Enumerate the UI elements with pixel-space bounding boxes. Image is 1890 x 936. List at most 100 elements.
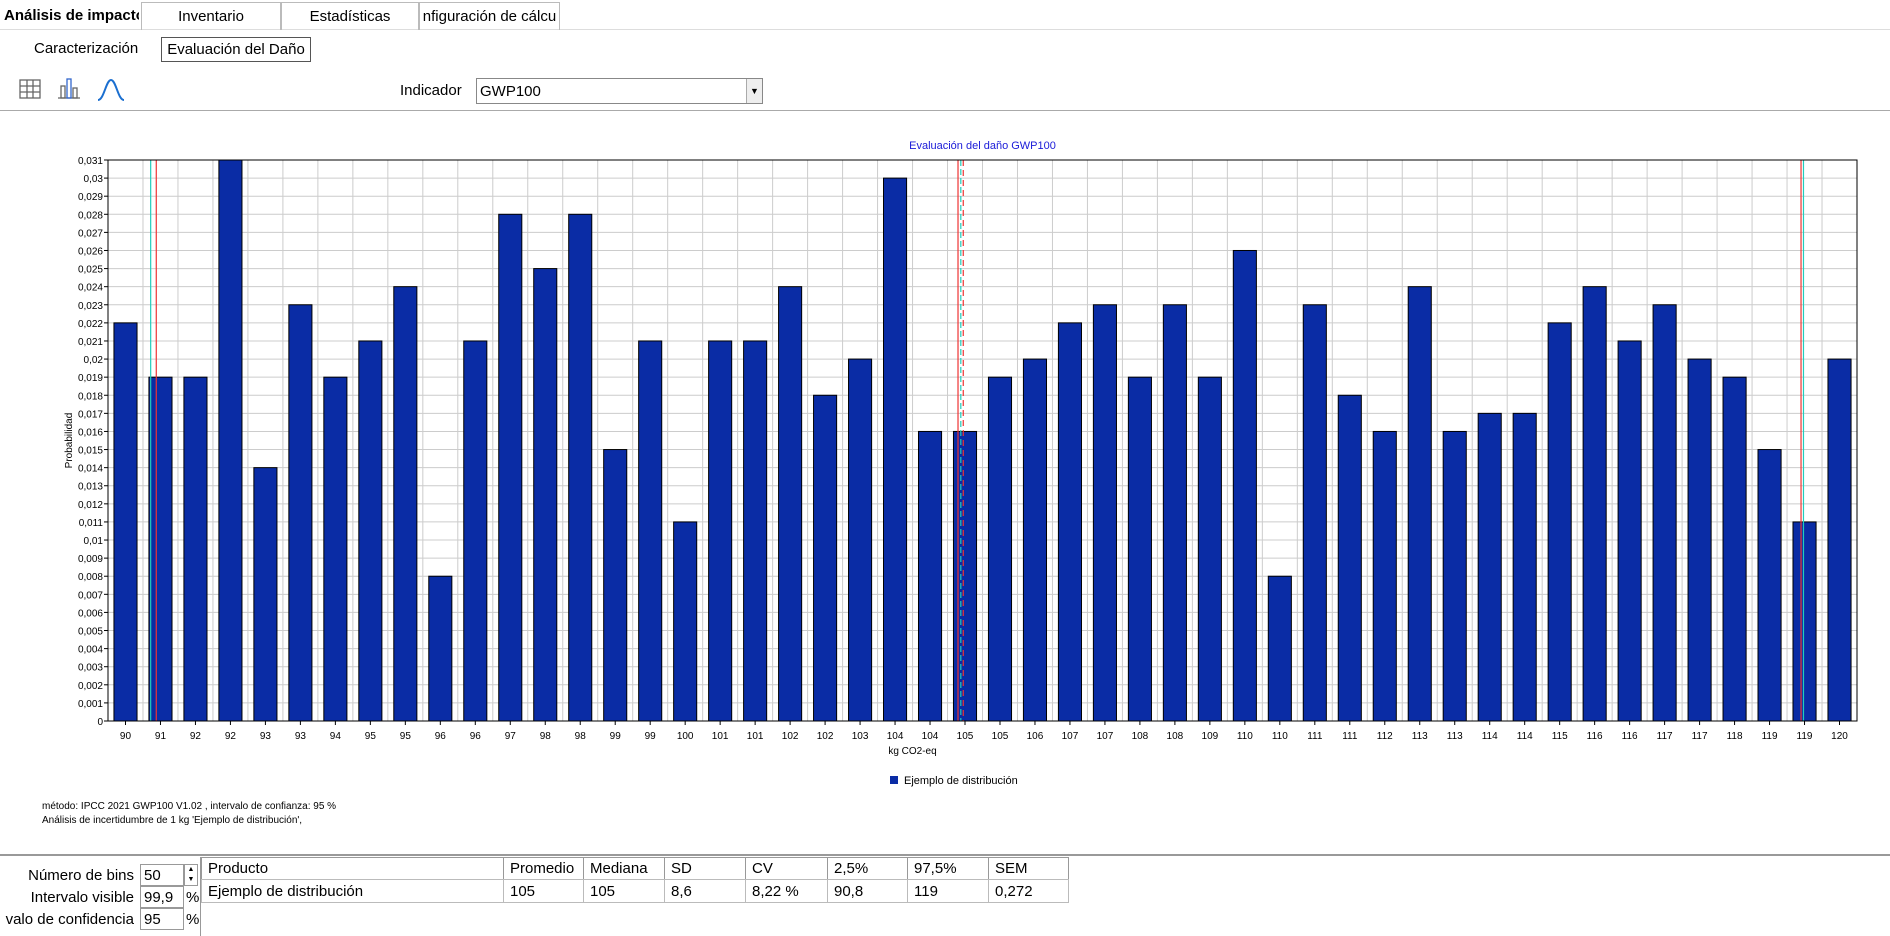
subtab[interactable]: Evaluación del Daño: [161, 37, 311, 62]
bar: [1547, 322, 1572, 722]
x-tick-label: 105: [957, 731, 974, 742]
bar: [183, 376, 208, 722]
distribution-icon[interactable]: [97, 78, 125, 101]
x-tick-label: 94: [330, 731, 342, 742]
x-tick-label: 98: [540, 731, 552, 742]
bar: [603, 449, 628, 722]
bar: [1477, 412, 1502, 722]
y-tick-label: 0,006: [78, 608, 103, 619]
x-tick-label: 107: [1097, 731, 1114, 742]
x-tick-label: 93: [295, 731, 307, 742]
table-cell: 119: [907, 879, 989, 903]
bar: [1512, 412, 1537, 722]
x-tick-label: 114: [1482, 731, 1498, 742]
x-tick-label: 92: [190, 731, 202, 742]
y-tick-label: 0,016: [78, 427, 103, 438]
x-tick-label: 114: [1517, 731, 1533, 742]
y-tick-label: 0,011: [79, 518, 104, 529]
bar: [1092, 304, 1117, 722]
x-tick-label: 116: [1622, 731, 1638, 742]
tab[interactable]: Inventario: [141, 2, 281, 30]
x-tick-label: 95: [400, 731, 412, 742]
tab[interactable]: nfiguración de cálcu: [419, 2, 560, 30]
bar: [1442, 430, 1467, 722]
bar: [1757, 449, 1782, 722]
bar: [253, 467, 278, 722]
tab[interactable]: Estadísticas: [281, 2, 419, 30]
x-tick-label: 113: [1447, 731, 1463, 742]
table-cell: 105: [583, 879, 665, 903]
y-tick-label: 0,013: [78, 482, 103, 493]
control-input[interactable]: 95: [140, 908, 184, 930]
bar: [498, 213, 523, 722]
control-input[interactable]: 50: [140, 864, 184, 886]
bar: [218, 159, 243, 722]
x-tick-label: 102: [817, 731, 834, 742]
table-header: Promedio: [503, 857, 584, 880]
plot-frame: [107, 159, 1858, 722]
bar: [1197, 376, 1222, 722]
bar: [673, 521, 698, 722]
control-unit: %: [186, 911, 200, 928]
dropdown-arrow[interactable]: ▼: [746, 79, 762, 103]
y-tick-label: 0,019: [78, 373, 103, 384]
y-tick-label: 0,024: [78, 283, 103, 294]
x-tick-label: 108: [1132, 731, 1149, 742]
note: Análisis de incertidumbre de 1 kg 'Ejemp…: [42, 815, 302, 826]
tab[interactable]: Análisis de impacto: [4, 7, 139, 24]
spinner[interactable]: ▲ ▼: [184, 864, 198, 886]
x-tick-label: 105: [992, 731, 1009, 742]
bar: [1617, 340, 1642, 722]
table-cell: 0,272: [988, 879, 1069, 903]
legend-label: Ejemplo de distribución: [904, 775, 1018, 787]
control-input[interactable]: 99,9: [140, 886, 184, 908]
bar: [323, 376, 348, 722]
table-header: 2,5%: [827, 857, 908, 880]
y-tick-label: 0,021: [78, 337, 103, 348]
y-axis-label: Probabilidad: [64, 413, 75, 469]
y-tick-label: 0,027: [78, 228, 103, 239]
table-header: SD: [664, 857, 746, 880]
x-tick-label: 111: [1342, 731, 1358, 742]
table-icon[interactable]: [19, 79, 41, 99]
x-tick-label: 108: [1167, 731, 1184, 742]
x-axis-label: kg CO2-eq: [888, 746, 936, 757]
x-tick-label: 100: [677, 731, 694, 742]
x-tick-label: 104: [922, 731, 939, 742]
x-tick-label: 119: [1762, 731, 1778, 742]
x-tick-label: 93: [260, 731, 272, 742]
x-tick-label: 95: [365, 731, 377, 742]
table-header: Producto: [201, 857, 504, 880]
table-header: CV: [745, 857, 828, 880]
x-tick-label: 92: [225, 731, 237, 742]
control-label: Número de bins: [28, 867, 134, 884]
bar: [1582, 286, 1607, 722]
note: método: IPCC 2021 GWP100 V1.02 , interva…: [42, 801, 336, 812]
divider: [0, 110, 1890, 111]
y-tick-label: 0,005: [78, 627, 103, 638]
y-tick-label: 0,009: [78, 554, 103, 565]
bar: [463, 340, 488, 722]
x-tick-label: 120: [1831, 731, 1848, 742]
x-tick-label: 110: [1272, 731, 1288, 742]
x-tick-label: 96: [435, 731, 447, 742]
subtab[interactable]: Caracterización: [34, 40, 139, 57]
bar: [1792, 521, 1817, 722]
y-tick-label: 0,031: [78, 156, 103, 167]
y-tick-label: 0,014: [78, 464, 103, 475]
bar: [883, 177, 908, 722]
histogram-icon[interactable]: [58, 78, 80, 99]
toolbar-icons: [19, 78, 125, 101]
x-tick-label: 117: [1692, 731, 1708, 742]
x-tick-label: 101: [747, 731, 764, 742]
tab-strip-line: [0, 29, 1890, 30]
indicator-select[interactable]: GWP100 ▼: [476, 78, 763, 104]
y-tick-label: 0,01: [84, 536, 104, 547]
bar: [1127, 376, 1152, 722]
table-cell: 105: [503, 879, 584, 903]
bar: [148, 376, 173, 722]
bar: [743, 340, 768, 722]
bar: [1232, 249, 1257, 722]
bar: [778, 286, 803, 722]
